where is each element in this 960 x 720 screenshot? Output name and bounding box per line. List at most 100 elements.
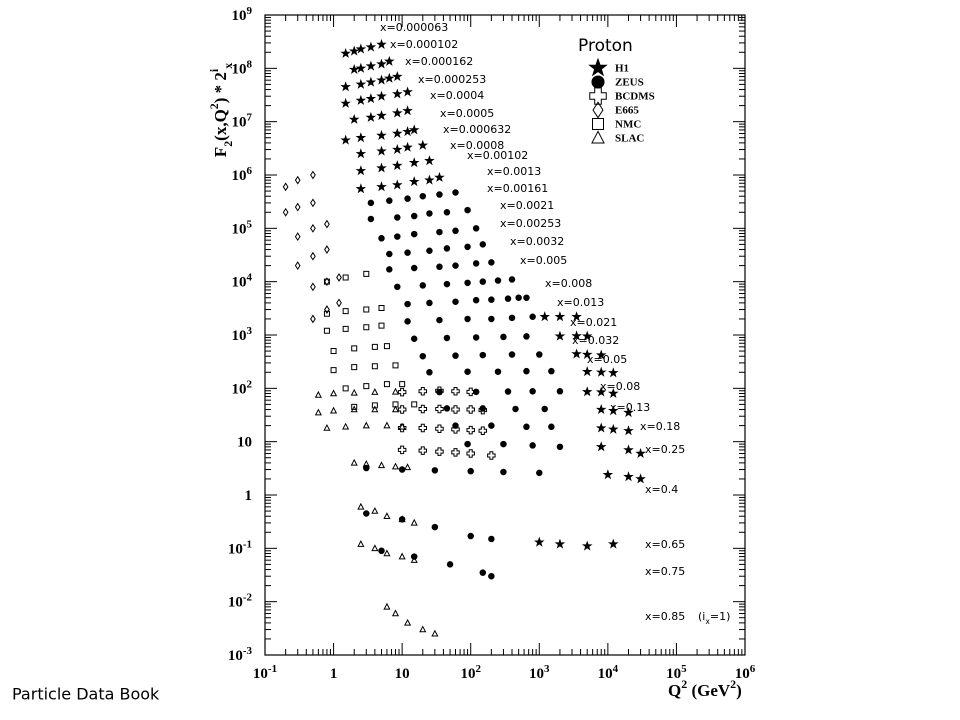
point (523, 367, 530, 375)
y-tick-label-base: 10 (232, 275, 247, 291)
point (342, 325, 349, 332)
point (466, 425, 475, 435)
point (314, 408, 322, 416)
point (419, 352, 427, 360)
point (541, 405, 548, 413)
point (478, 405, 488, 415)
y-tick-label-exp: 2 (247, 378, 253, 390)
point (466, 449, 475, 458)
point (556, 443, 564, 451)
y-tick-label: 105 (232, 218, 253, 238)
point (494, 368, 502, 375)
point (443, 209, 451, 216)
point (452, 189, 459, 196)
bin-label: x=0.65 (645, 538, 685, 551)
point (404, 318, 411, 325)
point (536, 351, 543, 358)
bin-label: x=0.00253 (500, 217, 561, 230)
point (392, 127, 403, 138)
point (451, 387, 460, 396)
bin-label: x=0.000632 (443, 123, 511, 136)
y-tick-label-exp: 6 (247, 165, 253, 177)
legend-marker (591, 75, 605, 89)
point (434, 171, 445, 182)
x-tick-label-exp: 6 (750, 663, 756, 675)
point (350, 405, 358, 413)
point (398, 515, 406, 523)
y-tick-label: 109 (232, 5, 253, 25)
point (363, 510, 370, 517)
point (336, 273, 342, 282)
x-axis-label-part: Q (668, 681, 681, 700)
bin-label: x=0.0021 (500, 199, 554, 212)
y-tick-label-exp: 5 (247, 218, 253, 230)
point (294, 175, 301, 185)
point (508, 314, 516, 322)
x-tick-label-base: 10 (253, 666, 268, 682)
point (472, 225, 480, 232)
point (488, 296, 495, 303)
point (392, 88, 403, 99)
bin-label: x=0.08 (600, 380, 640, 393)
y-tick-label-base: 10 (232, 222, 247, 238)
point (351, 403, 358, 410)
point (398, 422, 406, 430)
point (340, 134, 351, 145)
point (595, 422, 607, 433)
point (404, 195, 411, 202)
point (472, 334, 480, 341)
y-tick-label-exp: 4 (247, 271, 253, 283)
point (323, 278, 330, 285)
point (371, 343, 378, 350)
x-axis-label-part: ) (736, 681, 742, 700)
x-tick-label-exp: 2 (475, 663, 481, 675)
point (323, 310, 330, 317)
bin-label: x=0.005 (520, 254, 567, 267)
x-tick-label-exp: -1 (268, 663, 277, 675)
point (608, 405, 619, 416)
y-axis-label: F2(x,Q2) * 2ix (207, 63, 235, 157)
point (371, 544, 379, 552)
legend-marker (588, 57, 608, 77)
point (418, 404, 428, 414)
point (355, 78, 367, 89)
point (512, 405, 519, 413)
point (376, 38, 387, 49)
y-tick-label-base: 10 (237, 435, 252, 451)
y-axis-label-part: i (207, 68, 221, 72)
point (435, 424, 444, 433)
y-tick-label-base: 10 (232, 62, 247, 78)
x-tick-label: 10-1 (253, 663, 277, 683)
point (386, 250, 393, 258)
x-tick-label: 1 (330, 666, 338, 682)
point (362, 460, 370, 467)
bin-label: x=0.0004 (430, 89, 484, 102)
point (435, 386, 444, 396)
point (282, 207, 289, 217)
point (342, 274, 349, 281)
point (508, 276, 516, 283)
point (378, 235, 385, 242)
point (355, 165, 367, 176)
point (435, 404, 444, 414)
point (348, 45, 360, 56)
point (595, 386, 607, 397)
point (391, 462, 400, 470)
point (443, 405, 451, 412)
point (536, 469, 543, 477)
point (365, 41, 377, 52)
point (363, 324, 370, 331)
point (431, 523, 439, 531)
legend-label: BCDMS (615, 91, 655, 103)
point (294, 202, 301, 212)
point (355, 183, 367, 194)
point (424, 174, 435, 185)
point (394, 233, 401, 240)
point (397, 405, 407, 414)
point (402, 141, 413, 152)
bin-label: x=0.00102 (467, 149, 528, 162)
point (464, 440, 471, 448)
point (608, 423, 619, 434)
point (348, 113, 360, 124)
